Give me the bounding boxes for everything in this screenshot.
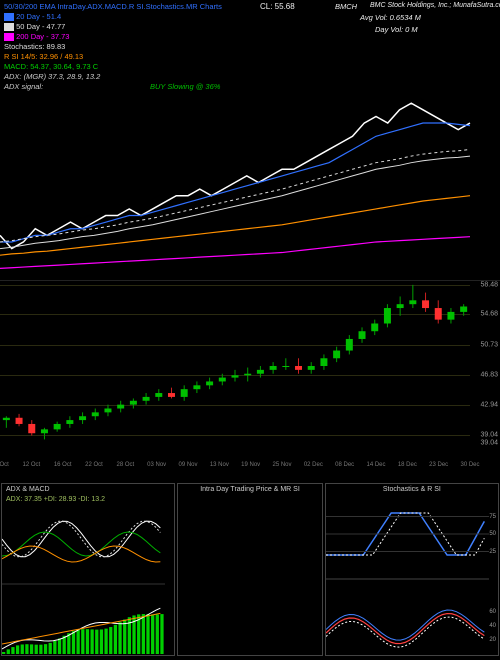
header-indicators-list: 50/30/200 EMA IntraDay.ADX.MACD.R SI.Sto… bbox=[4, 2, 222, 11]
avg-vol-label: Avg Vol: 0.6534 M bbox=[360, 13, 421, 22]
stochastics-panel: Stochastics & R SI 755025604020 bbox=[325, 483, 499, 656]
d200-legend: 200 Day - 37.73 bbox=[4, 32, 69, 41]
adx-macd-panel: ADX & MACD ADX: 37.35 +DI: 28.93 -DI: 13… bbox=[1, 483, 175, 656]
day-vol-label: Day Vol: 0 M bbox=[375, 25, 418, 34]
intraday-title: Intra Day Trading Price & MR SI bbox=[178, 486, 322, 493]
rsi-legend: R SI 14/5: 32.96 / 49.13 bbox=[4, 52, 83, 61]
main-price-chart bbox=[0, 90, 500, 275]
intraday-panel: Intra Day Trading Price & MR SI bbox=[177, 483, 323, 656]
stoch-legend: Stochastics: 89.83 bbox=[4, 42, 65, 51]
ticker-symbol: BMCH bbox=[335, 2, 357, 11]
bottom-indicator-row: ADX & MACD ADX: 37.35 +DI: 28.93 -DI: 13… bbox=[0, 482, 500, 657]
close-price-label: CL: 55.68 bbox=[260, 2, 295, 11]
d20-legend: 20 Day - 51.4 bbox=[4, 12, 61, 21]
macd-legend: MACD: 54.37, 30.64, 9.73 C bbox=[4, 62, 98, 71]
d50-legend: 50 Day - 47.77 bbox=[4, 22, 65, 31]
candlestick-chart: 58.4854.6850.7346.8342.9439.0439.04 06 O… bbox=[0, 280, 500, 470]
adx-legend: ADX: (MGR) 37.3, 28.9, 13.2 bbox=[4, 72, 100, 81]
company-name: BMC Stock Holdings, Inc.; MunafaSutra.co… bbox=[370, 2, 500, 9]
